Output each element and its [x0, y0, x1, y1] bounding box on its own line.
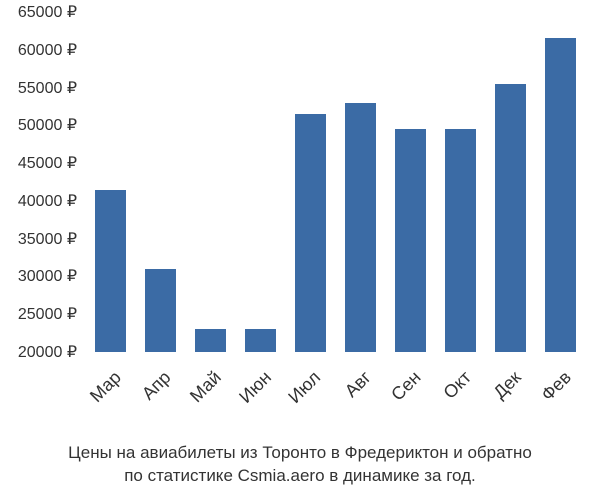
y-tick-label: 50000 ₽	[18, 115, 77, 135]
bar	[545, 38, 576, 352]
x-tick-label: Окт	[439, 367, 475, 403]
x-tick-label: Мар	[86, 367, 126, 407]
bar	[395, 129, 426, 352]
y-tick-label: 40000 ₽	[18, 191, 77, 211]
x-tick-label: Фев	[537, 367, 575, 405]
caption-line: Цены на авиабилеты из Торонто в Фредерик…	[0, 442, 600, 465]
bar	[245, 329, 276, 352]
x-tick-label: Июн	[235, 367, 276, 408]
bar	[345, 103, 376, 352]
bar	[445, 129, 476, 352]
chart-caption: Цены на авиабилеты из Торонто в Фредерик…	[0, 442, 600, 488]
y-tick-label: 60000 ₽	[18, 40, 77, 60]
x-tick-label: Сен	[387, 367, 425, 405]
caption-line: по статистике Csmia.aero в динамике за г…	[0, 465, 600, 488]
x-tick-label: Авг	[341, 367, 376, 402]
price-chart	[85, 12, 585, 352]
y-tick-label: 25000 ₽	[18, 304, 77, 324]
x-tick-label: Июл	[285, 367, 326, 408]
bar	[495, 84, 526, 352]
y-tick-label: 20000 ₽	[18, 342, 77, 362]
bar	[295, 114, 326, 352]
bar	[195, 329, 226, 352]
y-tick-label: 45000 ₽	[18, 153, 77, 173]
y-tick-label: 35000 ₽	[18, 229, 77, 249]
bar	[145, 269, 176, 352]
x-tick-label: Дек	[489, 367, 525, 403]
bar	[95, 190, 126, 352]
x-tick-label: Май	[186, 367, 226, 407]
y-tick-label: 30000 ₽	[18, 266, 77, 286]
x-tick-label: Апр	[138, 367, 175, 404]
y-tick-label: 55000 ₽	[18, 78, 77, 98]
y-tick-label: 65000 ₽	[18, 2, 77, 22]
